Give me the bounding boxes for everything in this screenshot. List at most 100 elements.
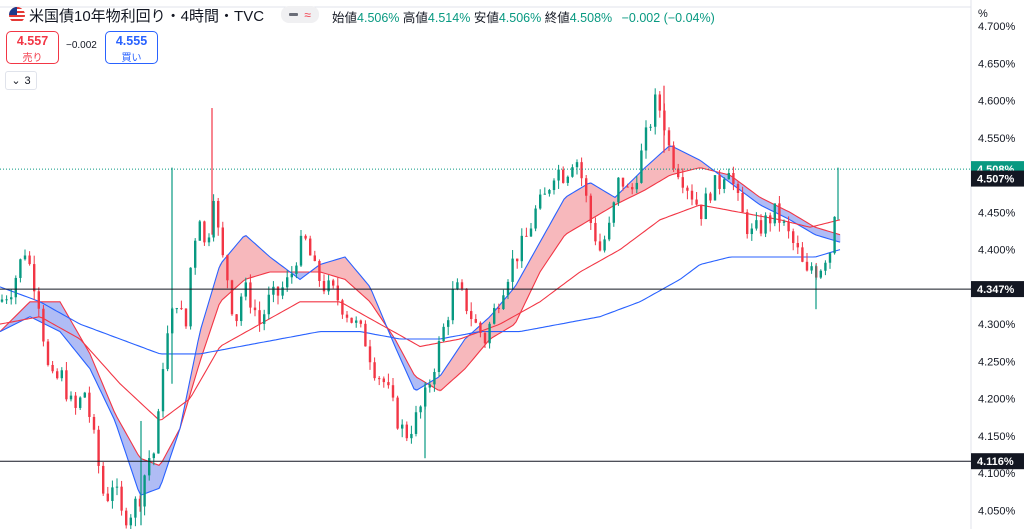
- candle-body: [750, 228, 753, 235]
- candle-body: [792, 231, 795, 244]
- candle-body: [405, 424, 408, 439]
- candle-body: [65, 370, 68, 400]
- candle-body: [759, 220, 763, 234]
- candle-body: [120, 486, 123, 511]
- candle-body: [368, 346, 372, 363]
- level-tag: [971, 281, 1024, 298]
- candle-body: [46, 341, 50, 365]
- candle-body: [709, 193, 712, 201]
- candle-body: [5, 299, 8, 301]
- candle-body: [460, 282, 464, 289]
- candle-body: [442, 326, 445, 342]
- candle-body: [83, 392, 86, 398]
- candle-body: [640, 150, 643, 183]
- candle-body: [511, 258, 514, 282]
- candle-body: [644, 127, 648, 151]
- candle-body: [253, 307, 257, 311]
- candle-body: [801, 247, 804, 262]
- candle-body: [42, 308, 45, 342]
- sell-button[interactable]: 4.557 売り: [6, 31, 59, 64]
- candle-body: [318, 261, 321, 281]
- candle-body: [437, 341, 441, 373]
- candle-body: [621, 177, 625, 187]
- candle-body: [332, 280, 335, 286]
- candle-body: [341, 300, 344, 315]
- candle-body: [249, 282, 252, 308]
- us-flag-icon: [9, 7, 25, 23]
- indicator-count: 3: [24, 74, 31, 87]
- candle-body: [686, 187, 689, 191]
- candle-body: [493, 307, 496, 324]
- candle-body: [387, 382, 390, 386]
- axis-unit: %: [978, 8, 988, 20]
- candle-body: [212, 200, 215, 238]
- candle-body: [28, 255, 31, 265]
- candle-body: [608, 222, 611, 240]
- candle-body: [267, 294, 270, 315]
- candle-body: [414, 412, 418, 434]
- candle-body: [470, 311, 473, 320]
- indicator-pill[interactable]: ≈: [281, 6, 319, 23]
- candle-body: [309, 238, 312, 256]
- candle-body: [723, 179, 726, 189]
- open-label: 始値: [332, 11, 358, 25]
- y-tick-label: 4.150%: [978, 431, 1016, 443]
- candle-body: [37, 291, 40, 309]
- candle-body: [295, 265, 298, 274]
- candle-body: [125, 510, 128, 526]
- y-tick-label: 4.200%: [978, 394, 1016, 406]
- symbol-title[interactable]: 米国債10年物利回り・4時間・TVC: [29, 8, 265, 25]
- candle-body: [102, 465, 105, 494]
- candle-body: [313, 255, 316, 262]
- candle-body: [184, 308, 188, 327]
- candle-body: [755, 220, 758, 229]
- candle-body: [410, 433, 413, 439]
- candle-body: [263, 314, 266, 324]
- candle-body: [727, 173, 730, 180]
- candle-body: [594, 222, 597, 242]
- candle-body: [221, 227, 224, 256]
- open-value: 4.506%: [357, 11, 400, 25]
- candle-body: [672, 145, 675, 169]
- candle-body: [180, 308, 183, 310]
- candle-body: [681, 177, 684, 188]
- candle-body: [152, 453, 155, 459]
- candle-body: [557, 169, 560, 181]
- candle-body: [732, 173, 735, 184]
- candle-body: [345, 314, 349, 318]
- candle-body: [819, 270, 822, 278]
- buy-price: 4.555: [115, 34, 148, 48]
- candle-body: [782, 221, 786, 223]
- candle-body: [529, 228, 533, 237]
- ohlc-readout: 始値4.506% 高値4.514% 安値4.506% 終値4.508% −0.0…: [332, 7, 715, 26]
- candle-body: [828, 253, 832, 263]
- candle-body: [746, 212, 749, 235]
- sell-label: 売り: [22, 53, 43, 64]
- y-tick-label: 4.700%: [978, 21, 1016, 33]
- candle-body: [138, 498, 142, 507]
- candle-body: [580, 162, 583, 179]
- ma-slow-line: [0, 145, 841, 496]
- candle-body: [474, 319, 477, 323]
- candle-body: [433, 372, 436, 385]
- candle-body: [667, 130, 671, 146]
- candle-body: [396, 397, 399, 429]
- candle-body: [649, 126, 652, 128]
- candle-body: [810, 266, 813, 271]
- candle-body: [456, 282, 459, 290]
- candle-body: [391, 385, 395, 398]
- buy-button[interactable]: 4.555 買い: [105, 31, 158, 64]
- y-tick-label: 4.450%: [978, 207, 1016, 219]
- candle-body: [129, 517, 132, 526]
- bar-close-label: 4.507%: [977, 174, 1015, 186]
- minus-icon: [289, 13, 299, 16]
- candle-body: [539, 194, 542, 209]
- candle-body: [157, 411, 160, 454]
- candle-body: [635, 182, 638, 190]
- indicator-toggle[interactable]: ⌄ 3: [5, 71, 37, 90]
- candle-body: [502, 295, 505, 310]
- candle-body: [497, 307, 500, 310]
- candle-body: [428, 384, 431, 388]
- y-tick-label: 4.650%: [978, 58, 1016, 70]
